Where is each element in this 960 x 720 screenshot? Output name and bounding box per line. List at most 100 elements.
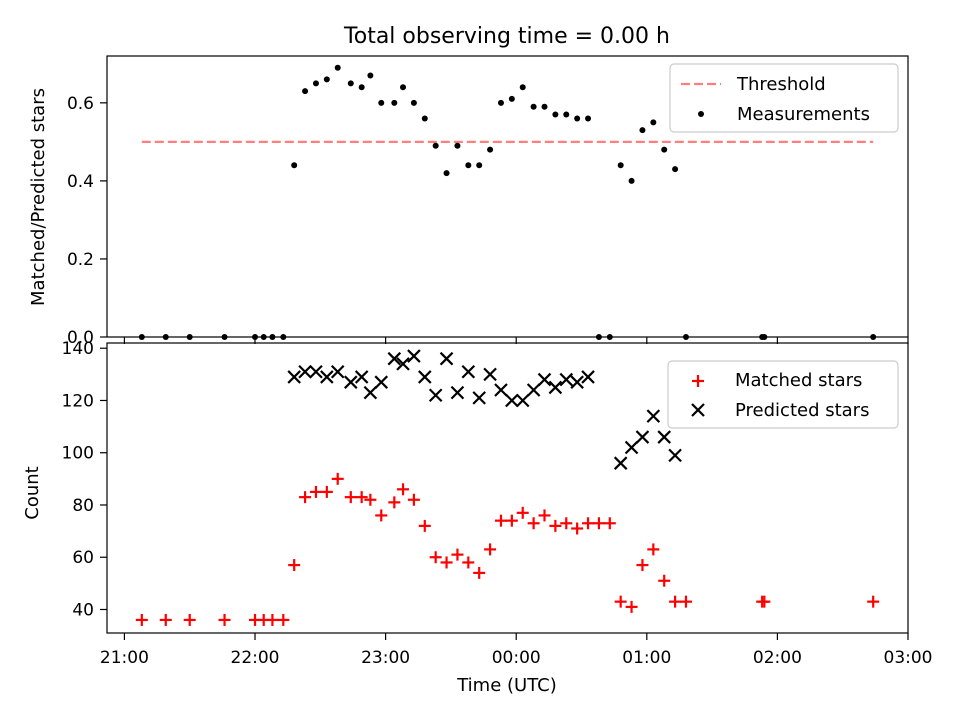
threshold-legend-label: Threshold [736, 74, 826, 95]
predicted-star-point [387, 351, 402, 366]
measurement-point [162, 334, 169, 340]
predicted-star-mark-b [526, 383, 541, 397]
predicted-star-mark-b [505, 393, 519, 408]
predicted-star-mark-b [657, 430, 671, 444]
measurement-point [432, 142, 439, 149]
count-y-tick-label: 40 [72, 600, 94, 620]
predicted-star-point [668, 448, 682, 463]
measurement-point [628, 177, 635, 184]
predicted-star-point [354, 370, 369, 384]
predicted-star-point [559, 372, 574, 387]
count-x-axis: 21:00 22:00 23:00 00:00 01:00 02:00 03:00 [100, 633, 933, 668]
matched-star-point [355, 491, 368, 504]
measurement-point [563, 111, 570, 118]
count-panel: 40 60 80 100 120 140 21:00 22:00 23:00 00:00 01:0… [22, 339, 933, 696]
predicted-star-mark-b [548, 380, 563, 395]
count-y-tick-label: 100 [62, 444, 94, 464]
predicted-star-point [407, 349, 421, 363]
matched-star-point [183, 613, 196, 626]
predicted-star-mark-b [537, 372, 552, 387]
ratio-y-tick-label: 0.6 [67, 94, 94, 114]
measurement-point [508, 95, 515, 102]
matched-star-point [614, 595, 627, 608]
matched-stars-series [135, 472, 880, 626]
predicted-star-point [320, 370, 334, 384]
chart-title: Total observing time = 0.00 h [343, 24, 670, 49]
predicted-star-mark-b [439, 351, 454, 366]
count-x-tick-label: 23:00 [361, 648, 410, 668]
predicted-star-point [646, 409, 661, 423]
predicted-star-point [298, 364, 312, 379]
measurement-point [312, 80, 319, 87]
predicted-star-mark-b [624, 440, 639, 455]
measurement-point [391, 99, 398, 106]
measurements-legend-label: Measurements [737, 104, 870, 125]
measurement-point [552, 111, 559, 118]
predicted-star-mark-b [320, 370, 334, 384]
measurement-point [870, 334, 877, 340]
count-y-tick-label: 80 [72, 496, 94, 516]
count-plot-area [106, 342, 909, 634]
measurement-point [347, 80, 354, 87]
predicted-star-mark-b [363, 385, 378, 400]
measurement-point [260, 334, 267, 340]
measurement-point [617, 162, 624, 169]
count-x-tick-label: 02:00 [753, 648, 802, 668]
matched-star-point [218, 613, 231, 626]
count-x-axis-label: Time (UTC) [456, 675, 557, 696]
predicted-star-point [461, 364, 476, 379]
matched-star-point [592, 517, 605, 530]
measurement-point [476, 162, 483, 169]
predicted-star-mark-b [559, 372, 574, 387]
predicted-star-point [396, 357, 410, 371]
predicted-star-mark-b [428, 388, 443, 403]
matched-star-point [867, 595, 880, 608]
predicted-star-mark-b [354, 370, 369, 384]
ratio-legend-box [669, 63, 899, 133]
matched-star-point [440, 556, 453, 569]
predicted-star-point [581, 370, 595, 384]
count-y-axis: 40 60 80 100 120 140 [62, 339, 107, 620]
measurement-point [421, 115, 428, 122]
matched-star-point [527, 517, 540, 530]
predicted-star-point [515, 393, 530, 408]
predicted-star-mark-b [613, 456, 628, 470]
predicted-star-mark-b [344, 375, 358, 389]
measurement-point [269, 334, 276, 340]
measurement-point [367, 72, 374, 79]
predicted-star-point [439, 351, 454, 366]
count-x-tick-label: 01:00 [622, 648, 671, 668]
predicted-star-point [635, 430, 650, 444]
matched-star-point [758, 595, 771, 608]
predicted-star-mark-b [298, 364, 312, 379]
measurement-point [530, 103, 537, 110]
matched-star-point [658, 574, 671, 587]
measurement-point [487, 146, 494, 153]
ratio-legend: Threshold Measurements [669, 63, 899, 133]
predicted-star-point [570, 375, 584, 389]
ratio-y-tick-label: 0.4 [67, 172, 94, 192]
measurement-point [400, 84, 407, 91]
measurement-point [585, 115, 592, 122]
matched-star-point [407, 493, 420, 506]
measurement-point [497, 99, 504, 106]
predicted-star-point [428, 388, 443, 403]
matched-stars-legend-swatch [692, 375, 704, 387]
matched-star-point [473, 566, 486, 579]
ratio-y-axis-label: Matched/Predicted stars [28, 88, 49, 306]
count-y-tick-label: 60 [72, 548, 94, 568]
matched-star-point [331, 472, 344, 485]
measurement-point [541, 103, 548, 110]
matched-star-point [484, 543, 497, 556]
predicted-star-point [363, 385, 378, 400]
matched-star-point [418, 519, 431, 532]
matched-star-point [388, 496, 401, 509]
measurement-point [302, 88, 309, 95]
matched-star-point [603, 517, 616, 530]
count-x-tick-label: 21:00 [100, 648, 149, 668]
predicted-stars-legend-swatch [691, 403, 705, 417]
ratio-y-tick-label: 0.0 [67, 328, 94, 348]
measurement-point [443, 170, 450, 177]
measurement-point [672, 166, 679, 173]
